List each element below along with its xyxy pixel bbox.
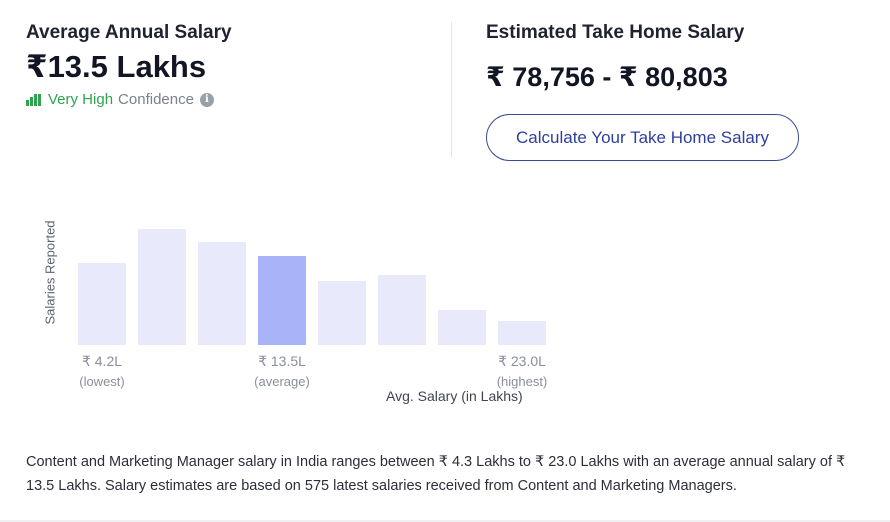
chart-bar[interactable]: [198, 242, 246, 345]
chart-bar[interactable]: [438, 310, 486, 345]
chart-tick-label: ₹ 4.2L (lowest): [62, 353, 142, 389]
average-salary-panel: Average Annual Salary ₹13.5 Lakhs Very H…: [26, 20, 446, 110]
chart-bar[interactable]: [78, 263, 126, 345]
chart-tick-value: ₹ 23.0L: [498, 353, 546, 369]
signal-bars-icon: [26, 94, 41, 106]
chart-tick-value: ₹ 4.2L: [81, 353, 123, 369]
take-home-range: ₹ 78,756 - ₹ 80,803: [486, 62, 728, 92]
chart-tick-label: ₹ 13.5L (average): [242, 353, 322, 389]
average-salary-title: Average Annual Salary: [26, 22, 232, 43]
take-home-panel: Estimated Take Home Salary ₹ 78,756 - ₹ …: [486, 20, 876, 161]
info-icon[interactable]: i: [199, 93, 214, 107]
confidence-label: Confidence: [118, 91, 194, 108]
chart-bar[interactable]: [378, 275, 426, 345]
panel-divider: [451, 22, 452, 158]
average-salary-value: ₹13.5 Lakhs: [26, 49, 207, 84]
chart-tick-value: ₹ 13.5L: [258, 353, 306, 369]
chart-x-axis-label: Avg. Salary (in Lakhs): [386, 388, 523, 404]
chart-bar[interactable]: [498, 321, 546, 345]
chart-tick-caption: (average): [254, 374, 310, 389]
chart-tick-label: ₹ 23.0L (highest): [482, 353, 562, 389]
confidence-indicator: Very High Confidence i: [26, 90, 446, 110]
chart-tick-caption: (highest): [496, 374, 548, 389]
chart-tick-caption: (lowest): [79, 374, 125, 389]
chart-y-axis-label: Salaries Reported: [42, 220, 58, 325]
salary-distribution-chart: Salaries Reported ₹ 4.2L (lowest) ₹ 13.5L (…: [30, 205, 590, 420]
chart-bars: [78, 205, 558, 345]
chart-bar[interactable]: [318, 281, 366, 345]
calculate-take-home-button[interactable]: Calculate Your Take Home Salary: [486, 114, 799, 161]
chart-bar[interactable]: [138, 229, 186, 345]
salary-description: Content and Marketing Manager salary in …: [26, 454, 846, 494]
chart-bar[interactable]: [258, 256, 306, 345]
confidence-level: Very High: [48, 91, 114, 108]
take-home-title: Estimated Take Home Salary: [486, 22, 745, 43]
bottom-divider: [0, 520, 890, 522]
